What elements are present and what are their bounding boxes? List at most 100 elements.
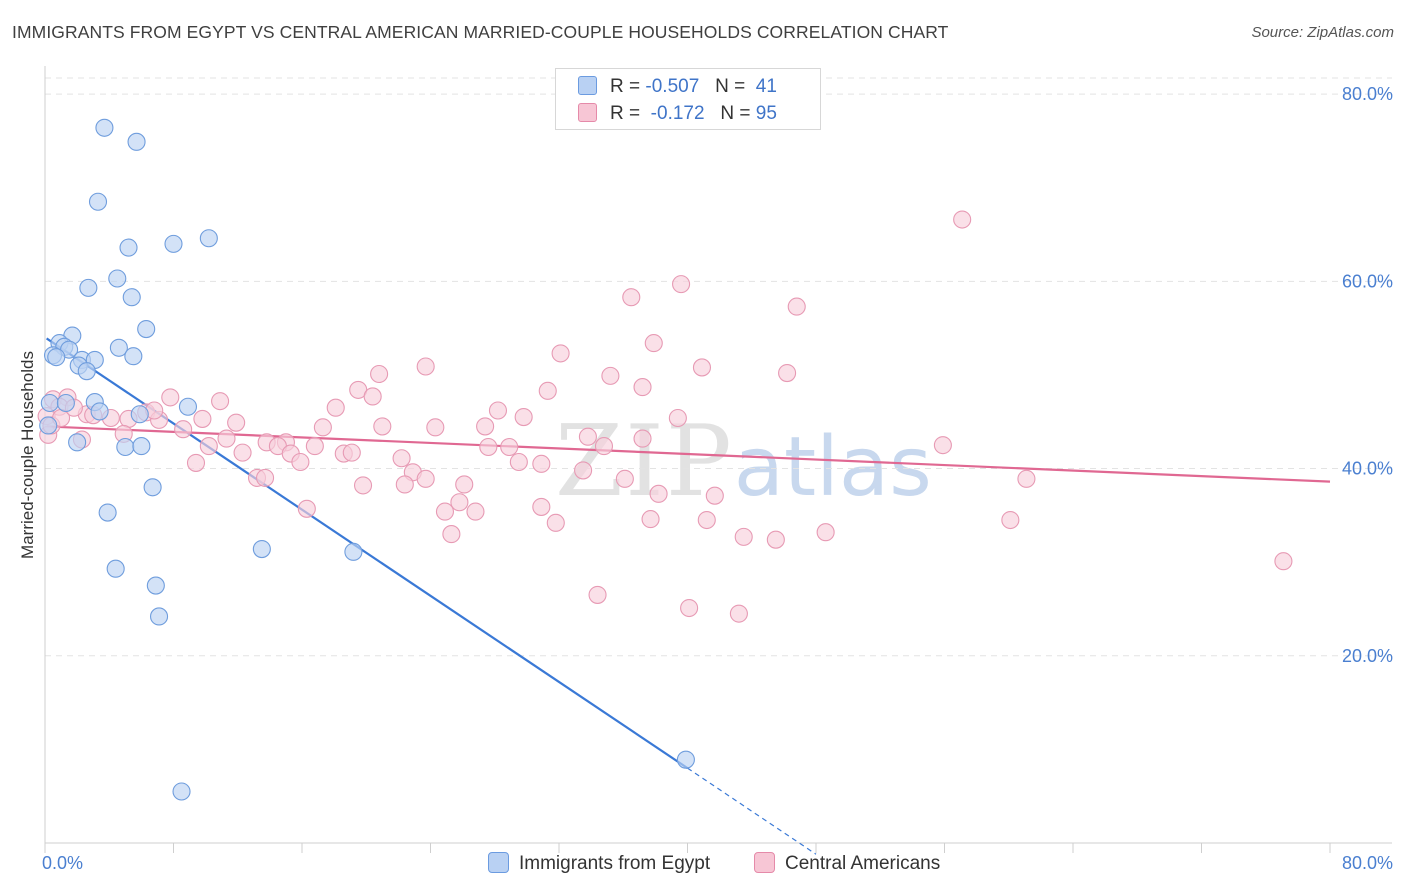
central-americans-point: [532, 454, 551, 473]
egypt-point: [149, 607, 169, 626]
legend-swatch-egypt: [578, 76, 597, 95]
legend-label-central-americans: Central Americans: [785, 853, 941, 874]
central-americans-point: [578, 427, 597, 446]
central-americans-point: [668, 408, 687, 428]
egypt-point: [95, 118, 114, 137]
egypt-point: [132, 437, 151, 456]
legend-row-central-americans: R = -0.172 N = 95: [578, 103, 777, 127]
central-americans-point: [466, 502, 485, 521]
egypt-point: [137, 320, 156, 339]
central-americans-point: [193, 409, 212, 428]
egypt-point: [109, 338, 128, 357]
egypt-point: [146, 576, 165, 595]
axes: [44, 66, 1392, 853]
central-americans-point: [426, 418, 445, 437]
central-americans-point: [392, 449, 411, 468]
central-americans-point: [644, 334, 663, 353]
central-americans-point: [705, 486, 724, 505]
central-americans-point: [353, 476, 373, 495]
central-americans-point: [174, 420, 193, 439]
central-americans-point: [450, 493, 469, 512]
central-americans-point: [574, 461, 593, 480]
central-americans-point: [305, 437, 324, 456]
central-americans-point: [326, 398, 345, 417]
gridlines: [45, 77, 1392, 657]
central-americans-point: [1001, 510, 1020, 530]
tick-labels: 20.0% 40.0% 60.0% 80.0% 0.0% 80.0%: [42, 84, 1393, 873]
central-americans-point: [680, 598, 699, 618]
legend-r-label: R =: [610, 103, 641, 124]
central-americans-point: [514, 408, 533, 427]
legend-item-egypt: Immigrants from Egypt: [488, 852, 710, 875]
egypt-point: [199, 229, 218, 248]
egypt-point: [164, 234, 183, 253]
central-americans-point: [615, 469, 634, 488]
stats-legend: R = -0.507 N = 41 R = -0.172 N = 95: [555, 68, 821, 130]
central-americans-point: [672, 275, 691, 294]
central-americans-point: [649, 484, 668, 503]
egypt-point: [88, 192, 108, 211]
central-americans-point: [601, 366, 620, 385]
egypt-point: [676, 750, 695, 769]
series-legend: Immigrants from Egypt Central Americans: [0, 852, 1406, 878]
y-tick-label: 60.0%: [1342, 271, 1393, 291]
egypt-point: [79, 278, 98, 297]
x-tick-label: 0.0%: [42, 853, 83, 873]
central-americans-point: [509, 452, 528, 472]
central-americans-point: [313, 418, 332, 437]
central-americans-point: [1017, 469, 1036, 488]
central-americans-point: [488, 401, 508, 420]
central-americans-point: [370, 364, 389, 384]
egypt-point: [119, 238, 138, 257]
central-americans-point: [622, 288, 641, 307]
central-americans-point: [697, 510, 716, 530]
central-americans-point: [778, 364, 797, 383]
central-americans-point: [233, 443, 252, 462]
central-americans-point: [416, 469, 435, 488]
central-americans-point: [1274, 552, 1293, 571]
legend-row-egypt: R = -0.507 N = 41: [578, 76, 777, 100]
egypt-point: [116, 437, 135, 457]
central-americans-point: [588, 585, 607, 604]
egypt-trend-extension: [687, 767, 817, 855]
legend-r-value: -0.172: [650, 103, 705, 124]
y-tick-label: 40.0%: [1342, 459, 1393, 479]
egypt-point: [106, 559, 125, 578]
egypt-point: [39, 416, 58, 435]
central-americans-point: [729, 604, 748, 623]
egypt-point: [124, 347, 143, 366]
central-americans-point: [435, 502, 455, 521]
egypt-point: [122, 288, 141, 307]
central-americans-point: [455, 475, 474, 494]
central-americans-point: [442, 525, 461, 544]
central-americans-point: [538, 381, 557, 400]
egypt-point: [98, 503, 117, 522]
central-americans-point: [692, 358, 712, 377]
legend-label-egypt: Immigrants from Egypt: [519, 853, 711, 874]
central-americans-point: [363, 387, 382, 406]
central-americans-point: [633, 378, 652, 397]
egypt-point: [77, 362, 96, 381]
central-americans-point: [199, 437, 218, 456]
central-americans-point: [342, 443, 361, 462]
central-americans-point: [161, 388, 180, 407]
egypt-point: [90, 402, 109, 421]
egypt-point: [40, 393, 59, 413]
central-americans-point: [641, 510, 660, 529]
central-americans-point: [532, 497, 551, 516]
x-tick-label: 80.0%: [1342, 853, 1393, 873]
central-americans-point: [476, 417, 495, 436]
central-americans-point: [217, 429, 236, 448]
egypt-point: [47, 348, 66, 367]
central-americans-point: [551, 344, 570, 363]
central-americans-point: [256, 468, 275, 487]
watermark-atlas: atlas: [733, 420, 932, 515]
legend-r-label: R =: [610, 76, 641, 97]
legend-n-label: N =: [720, 103, 751, 124]
legend-swatch-central-americans: [754, 852, 775, 873]
central-americans-point: [373, 417, 392, 436]
egypt-point: [68, 433, 87, 452]
legend-n-value: 41: [755, 76, 777, 97]
egypt-point: [172, 782, 191, 801]
